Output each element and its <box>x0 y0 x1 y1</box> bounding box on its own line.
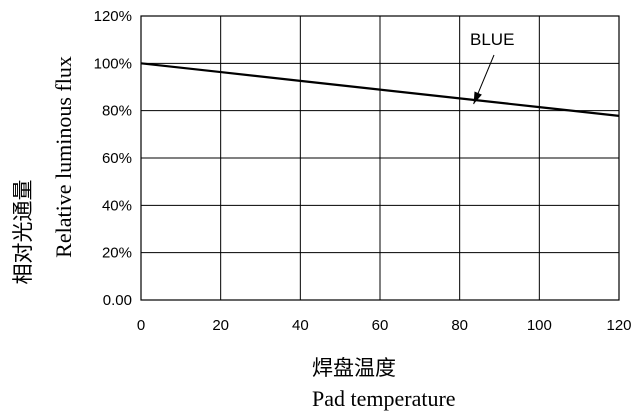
series-label-blue: BLUE <box>470 30 514 49</box>
series-layer <box>140 62 620 117</box>
x-tick-label-60: 60 <box>372 317 389 334</box>
x-axis-label-en: Pad temperature <box>312 386 456 411</box>
y-axis-label-cn: 相对光通量 <box>11 180 35 285</box>
x-tick-labels: 0 20 40 60 80 100 120 <box>137 317 632 334</box>
y-tick-label-120: 120% <box>94 8 132 25</box>
x-tick-label-100: 100 <box>527 317 552 334</box>
grid <box>141 16 619 300</box>
x-axis-label-cn: 焊盘温度 <box>312 356 396 380</box>
y-tick-label-80: 80% <box>102 103 132 120</box>
y-tick-labels: 0.00 20% 40% 60% 80% 100% 120% <box>94 8 132 309</box>
series-line-blue <box>140 62 620 117</box>
x-tick-label-0: 0 <box>137 317 145 334</box>
annotation-arrowhead <box>473 91 482 105</box>
x-tick-label-20: 20 <box>212 317 229 334</box>
x-tick-label-80: 80 <box>451 317 468 334</box>
plot-frame <box>140 15 620 301</box>
y-tick-label-100: 100% <box>94 55 132 72</box>
y-tick-label-60: 60% <box>102 150 132 167</box>
y-tick-label-40: 40% <box>102 197 132 214</box>
y-axis-label-en: Relative luminous flux <box>51 56 76 258</box>
x-tick-label-40: 40 <box>292 317 309 334</box>
plot-border <box>140 15 620 301</box>
y-tick-label-20: 20% <box>102 245 132 262</box>
y-tick-label-0: 0.00 <box>103 292 132 309</box>
x-tick-label-120: 120 <box>606 317 631 334</box>
series-annotation: BLUE <box>470 30 514 105</box>
